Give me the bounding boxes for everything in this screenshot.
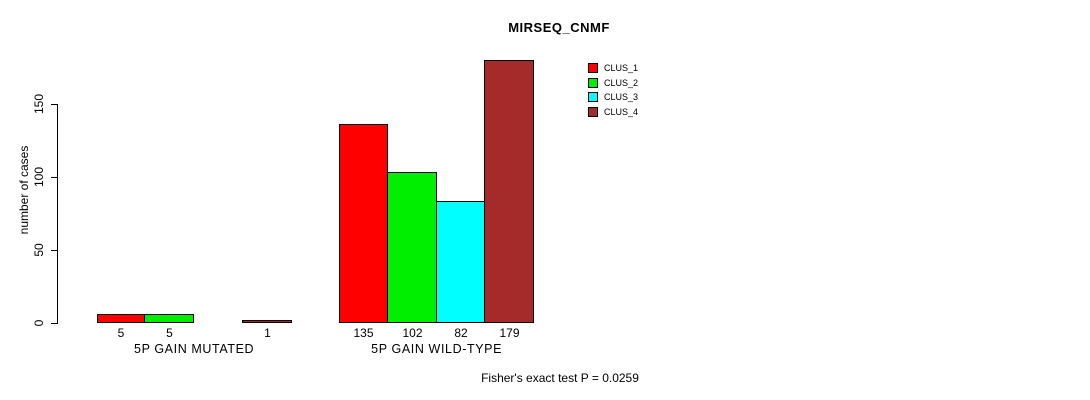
y-axis-label: number of cases — [17, 145, 31, 235]
y-tick — [51, 104, 58, 105]
y-tick-label: 50 — [32, 243, 46, 257]
legend-swatch-icon — [588, 63, 598, 73]
bar-value-label: 5 — [117, 326, 125, 340]
chart-title: MIRSEQ_CNMF — [508, 20, 610, 35]
bar-value-label: 5 — [166, 326, 173, 340]
bar-clus_3 — [436, 201, 485, 323]
legend-label: CLUS_3 — [604, 92, 639, 102]
legend-item: CLUS_2 — [588, 77, 639, 88]
y-tick — [51, 177, 58, 178]
legend-swatch-icon — [588, 106, 598, 117]
legend-label: CLUS_4 — [604, 106, 639, 117]
bar-value-label: 179 — [499, 326, 520, 340]
legend-label: CLUS_2 — [604, 77, 639, 88]
legend: CLUS_1 CLUS_2 CLUS_3 CLUS_4 — [588, 63, 638, 121]
y-tick-label: 100 — [32, 166, 46, 188]
bar-value-label: 102 — [402, 326, 423, 340]
legend-item: CLUS_3 — [588, 92, 638, 102]
bar-value-label: 135 — [353, 326, 374, 340]
y-axis-line — [57, 104, 58, 323]
bar-clus_1 — [97, 314, 145, 323]
bar-clus_4 — [484, 60, 534, 323]
legend-item: CLUS_4 — [588, 106, 639, 117]
bar-clus_4 — [242, 320, 292, 323]
legend-label: CLUS_1 — [604, 63, 639, 73]
y-tick — [51, 250, 58, 251]
x-category-label: 5P GAIN MUTATED — [134, 342, 255, 356]
y-tick-label: 0 — [32, 319, 46, 327]
bar-clus_2 — [387, 172, 437, 323]
bar-value-label: 1 — [264, 326, 271, 340]
x-category-label: 5P GAIN WILD-TYPE — [371, 342, 503, 356]
annotation-text: Fisher's exact test P = 0.0259 — [481, 371, 639, 385]
bar-clus_2 — [144, 314, 194, 323]
legend-item: CLUS_1 — [588, 63, 638, 73]
y-tick — [51, 323, 58, 324]
bar-clus_1 — [339, 124, 388, 323]
legend-swatch-icon — [588, 92, 598, 102]
bar-value-label: 82 — [454, 326, 468, 340]
y-tick-label: 150 — [32, 93, 46, 115]
legend-swatch-icon — [588, 77, 598, 88]
